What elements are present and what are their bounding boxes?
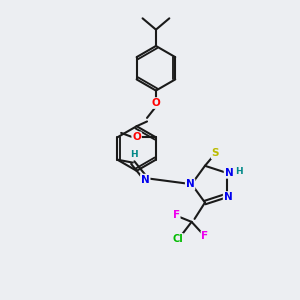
Text: F: F [201,231,208,241]
Text: O: O [132,132,141,142]
Text: N: N [186,179,194,189]
Text: Cl: Cl [172,234,183,244]
Text: O: O [152,98,160,108]
Text: N: N [225,168,233,178]
Text: H: H [235,167,243,176]
Text: F: F [172,210,180,220]
Text: N: N [224,192,233,202]
Text: H: H [130,150,138,159]
Text: S: S [212,148,219,158]
Text: N: N [141,175,150,184]
